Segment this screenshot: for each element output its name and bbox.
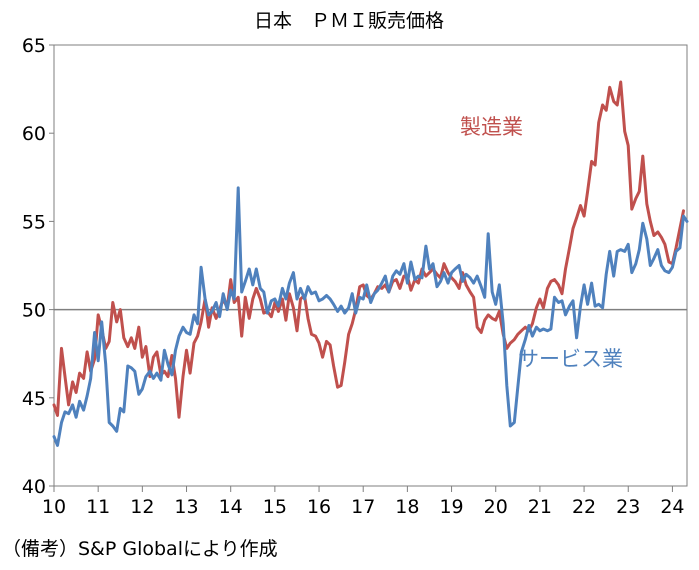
x-tick-label: 11	[86, 496, 110, 518]
x-tick-label: 14	[219, 496, 243, 518]
x-tick-label: 17	[351, 496, 375, 518]
x-tick-label: 12	[130, 496, 154, 518]
x-tick-label: 19	[439, 496, 463, 518]
x-tick-label: 16	[307, 496, 331, 518]
chart-title: 日本 ＰＭＩ販売価格	[254, 10, 444, 32]
legend-label-services: サービス業	[518, 347, 623, 371]
y-tick-label: 50	[22, 300, 46, 322]
x-tick-label: 21	[528, 496, 552, 518]
x-tick-label: 13	[174, 496, 198, 518]
x-tick-label: 24	[660, 496, 684, 518]
y-tick-label: 55	[22, 211, 46, 233]
legend-label-manufacturing: 製造業	[460, 115, 523, 139]
x-tick-label: 22	[572, 496, 596, 518]
y-tick-label: 60	[22, 123, 46, 145]
x-tick-label: 15	[263, 496, 287, 518]
source-note: （備考）S&P Globalにより作成	[2, 538, 278, 560]
y-tick-label: 45	[22, 388, 46, 410]
x-tick-label: 23	[616, 496, 640, 518]
y-tick-label: 65	[22, 35, 46, 57]
x-tick-label: 20	[484, 496, 508, 518]
x-tick-label: 18	[395, 496, 419, 518]
y-tick-label: 40	[22, 476, 46, 498]
series-line-services	[52, 186, 689, 447]
x-tick-label: 10	[42, 496, 66, 518]
plot-area	[53, 44, 688, 487]
